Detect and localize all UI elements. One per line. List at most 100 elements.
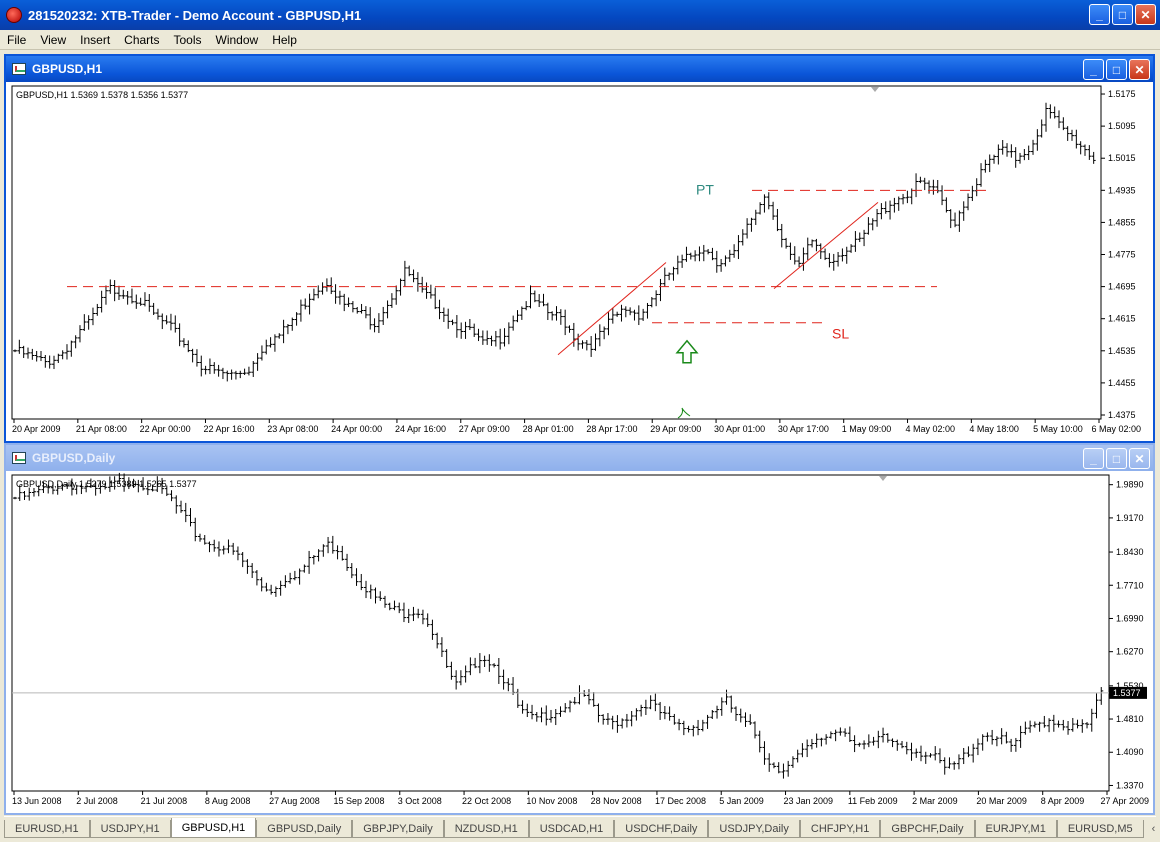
price-bar (112, 280, 117, 302)
chart-restore-button[interactable]: □ (1106, 59, 1127, 80)
price-bar (378, 591, 383, 601)
price-bar (697, 246, 702, 262)
price-bar (1042, 715, 1047, 728)
price-bar (545, 302, 550, 321)
chart-minimize-button[interactable]: _ (1083, 448, 1104, 469)
close-button[interactable]: ✕ (1135, 4, 1156, 25)
price-bar (883, 201, 888, 214)
x-tick-label: 30 Apr 17:00 (778, 424, 829, 434)
chart-minimize-button[interactable]: _ (1083, 59, 1104, 80)
price-bar (649, 297, 654, 308)
price-bar (918, 176, 923, 184)
chart-window-daily-titlebar[interactable]: GBPUSD,Daily _ □ ✕ (6, 445, 1153, 471)
price-bar (937, 748, 942, 764)
chart-window-h1-titlebar[interactable]: GBPUSD,H1 _ □ ✕ (6, 56, 1153, 82)
tab-gbpjpy-daily[interactable]: GBPJPY,Daily (352, 820, 444, 838)
price-bar (740, 229, 745, 246)
price-bar (242, 368, 247, 376)
menu-insert[interactable]: Insert (80, 32, 111, 47)
price-bar (1089, 708, 1094, 732)
price-bar (82, 314, 87, 331)
price-bar (671, 266, 676, 281)
tab-usdjpy-h1[interactable]: USDJPY,H1 (89, 820, 171, 838)
price-bar (629, 710, 634, 727)
price-bar (620, 718, 625, 729)
menu-tools[interactable]: Tools (173, 32, 202, 47)
price-bar (634, 708, 639, 721)
minimize-button[interactable]: _ (1089, 4, 1110, 25)
chart-window-h1[interactable]: GBPUSD,H1 _ □ ✕ GBPUSD,H1 1.5369 1.5378 … (4, 54, 1155, 443)
tab-usdcad-h1[interactable]: USDCAD,H1 (528, 820, 615, 838)
trend-line (557, 262, 667, 356)
price-bar (696, 719, 701, 736)
price-bar (73, 335, 78, 349)
price-bar (333, 284, 338, 304)
menu-file[interactable]: File (7, 32, 27, 47)
price-bar (771, 762, 776, 769)
price-bar (843, 728, 848, 737)
tab-usdchf-daily[interactable]: USDCHF,Daily (614, 820, 709, 838)
price-bar (971, 743, 976, 763)
price-bar (437, 299, 442, 320)
price-bar (433, 287, 438, 310)
tab-usdjpy-daily[interactable]: USDJPY,Daily (708, 820, 800, 838)
tab-eurusd-m5[interactable]: EURUSD,M5 (1056, 820, 1144, 838)
price-bar (326, 536, 331, 554)
tab-gbpusd-daily[interactable]: GBPUSD,Daily (256, 820, 353, 838)
price-bar (994, 736, 999, 747)
price-bar (788, 242, 793, 260)
price-bar (174, 495, 179, 514)
price-bar (519, 306, 524, 320)
price-bar (458, 670, 463, 686)
maximize-button[interactable]: □ (1112, 4, 1133, 25)
tab-prev-icon[interactable]: ‹ (1151, 823, 1156, 835)
price-bar (407, 265, 412, 277)
price-bar (480, 330, 485, 345)
chart-maximize-button[interactable]: □ (1106, 448, 1127, 469)
price-bar (591, 692, 596, 707)
price-bar (467, 319, 472, 331)
tab-gbpchf-daily[interactable]: GBPCHF,Daily (880, 820, 975, 838)
price-bar (624, 713, 629, 728)
chart-window-daily[interactable]: GBPUSD,Daily _ □ ✕ GBPUSD,Daily 1.5279 1… (4, 443, 1155, 815)
price-bar (1026, 145, 1031, 160)
tab-nzdusd-h1[interactable]: NZDUSD,H1 (443, 820, 529, 838)
price-bar (473, 657, 478, 669)
price-bar (99, 290, 104, 313)
shift-marker (871, 87, 879, 92)
price-bar (160, 313, 165, 330)
chart-close-button[interactable]: ✕ (1129, 59, 1150, 80)
menu-help[interactable]: Help (272, 32, 297, 47)
price-bar (805, 237, 810, 260)
tab-eurjpy-m1[interactable]: EURJPY,M1 (974, 820, 1057, 838)
price-bar (90, 307, 95, 326)
price-bar (55, 483, 60, 495)
menu-view[interactable]: View (40, 32, 67, 47)
menu-window[interactable]: Window (215, 32, 259, 47)
price-bar (766, 192, 771, 210)
price-bar (141, 477, 146, 491)
price-bar (240, 551, 245, 568)
price-bar (610, 307, 615, 324)
price-bar (411, 269, 416, 283)
tab-eurusd-h1[interactable]: EURUSD,H1 (4, 820, 90, 838)
price-bar (667, 706, 672, 721)
tab-gbpusd-h1[interactable]: GBPUSD,H1 (170, 818, 257, 838)
price-bar (1080, 719, 1085, 733)
daily-chart[interactable]: GBPUSD,Daily 1.5279 1.5389 1.5265 1.5377… (6, 471, 1153, 813)
menu-charts[interactable]: Charts (124, 32, 160, 47)
price-bar (979, 163, 984, 187)
price-bar (724, 689, 729, 705)
price-bar (710, 709, 715, 720)
price-bar (849, 244, 854, 253)
x-tick-label: 5 Jan 2009 (719, 796, 764, 806)
price-bar (74, 484, 79, 495)
h1-chart[interactable]: GBPUSD,H1 1.5369 1.5378 1.5356 1.5377 1.5… (6, 82, 1153, 441)
tab-chfjpy-h1[interactable]: CHFJPY,H1 (799, 820, 881, 838)
x-tick-label: 21 Jul 2008 (141, 796, 188, 806)
price-bar (729, 695, 734, 713)
chart-close-button[interactable]: ✕ (1129, 448, 1150, 469)
y-tick-label: 1.6270 (1116, 647, 1144, 657)
price-bar (69, 478, 74, 496)
price-bar (86, 315, 91, 330)
